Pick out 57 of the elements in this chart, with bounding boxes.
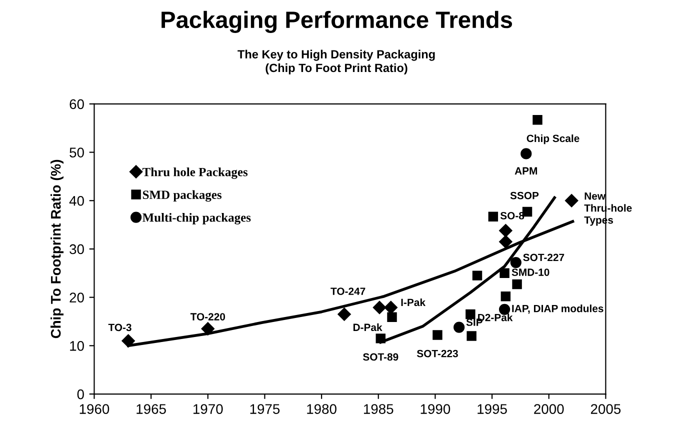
annotation: D-Pak xyxy=(353,323,382,332)
point xyxy=(384,300,398,314)
y-axis-title: Chip To Footprint Ratio (%) xyxy=(50,160,64,338)
annotation: SOT-89 xyxy=(363,353,398,361)
point xyxy=(500,292,511,302)
annotation: SMD-10 xyxy=(512,268,550,276)
annotation: SSOP xyxy=(510,192,539,200)
point xyxy=(432,330,442,340)
point xyxy=(532,115,542,125)
x-tick-label: 1995 xyxy=(478,404,507,414)
x-tick-label: 1960 xyxy=(80,404,110,414)
x-tick-label: 1965 xyxy=(136,404,166,414)
x-tick-label: 1975 xyxy=(250,404,280,414)
annotation: TO-3 xyxy=(108,324,132,332)
x-tick-label: 1970 xyxy=(193,404,223,414)
legend-label: SMD packages xyxy=(142,190,222,202)
point xyxy=(466,331,476,341)
annotation: TO-247 xyxy=(330,288,366,295)
point xyxy=(565,194,578,208)
point xyxy=(512,279,522,290)
y-tick-label: 40 xyxy=(69,196,84,206)
point xyxy=(338,308,351,321)
y-tick-label: 60 xyxy=(70,99,84,110)
legend-label: Multi-chip packages xyxy=(142,212,251,224)
point xyxy=(387,312,397,322)
y-tick-label: 30 xyxy=(70,244,84,254)
y-tick-label: 10 xyxy=(70,341,84,351)
point xyxy=(510,256,522,268)
point xyxy=(499,235,512,248)
x-tick-label: 1980 xyxy=(307,404,336,414)
annotation: SOT-223 xyxy=(416,350,458,358)
point xyxy=(201,322,214,336)
point xyxy=(122,334,135,348)
x-tick-label: 1990 xyxy=(420,404,450,414)
chart-subtitle: The Key to High Density Packaging (Chip To Foot Print Ratio) xyxy=(238,50,435,74)
annotation: I-Pak xyxy=(401,298,426,306)
annotation: APM xyxy=(514,167,538,174)
point xyxy=(499,224,512,238)
point xyxy=(488,212,498,222)
point xyxy=(472,270,482,280)
annotation: Chip Scale xyxy=(526,134,580,144)
annotation: TO-220 xyxy=(190,313,226,320)
point xyxy=(454,322,465,333)
y-tick-label: 50 xyxy=(70,148,84,158)
legend-label: Thru hole Packages xyxy=(142,167,248,179)
x-tick-label: 2005 xyxy=(590,404,621,414)
point xyxy=(520,148,532,160)
annotation: SOT-227 xyxy=(523,254,564,262)
point xyxy=(466,309,476,320)
annotation: IAP, DIAP modules xyxy=(512,304,604,314)
y-tick-label: 0 xyxy=(77,389,84,400)
point xyxy=(500,268,510,278)
point xyxy=(372,300,386,314)
x-tick-label: 1985 xyxy=(364,404,394,414)
x-tick-label: 2000 xyxy=(534,404,564,414)
y-tick-label: 20 xyxy=(70,292,84,302)
chart-title: Packaging Performance Trends xyxy=(162,10,512,33)
